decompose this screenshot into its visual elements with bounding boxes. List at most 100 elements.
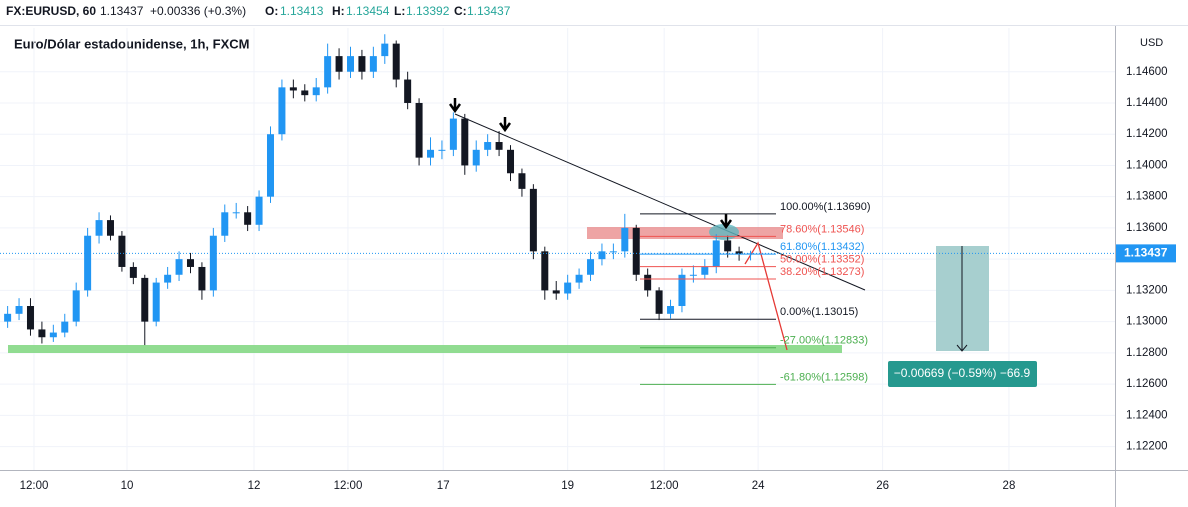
x-tick-label: 12:00	[650, 480, 679, 492]
last: 1.13437	[100, 4, 144, 18]
candle-body	[644, 274, 652, 291]
candle-body	[507, 149, 515, 174]
y-tick-label: 1.13800	[1126, 191, 1168, 203]
candle-body	[335, 56, 343, 72]
candle-body	[186, 259, 194, 267]
fib-label: 78.60%(1.13546)	[780, 223, 864, 235]
fib-label: 100.00%(1.13690)	[780, 201, 871, 213]
candle-body	[289, 87, 297, 91]
candle-body	[461, 118, 469, 166]
candle-body	[438, 149, 446, 151]
x-tick-label: 28	[1003, 480, 1016, 492]
y-tick-label: 1.14000	[1126, 159, 1168, 171]
y-tick-label: 1.12800	[1126, 347, 1168, 359]
candle-body	[621, 227, 629, 252]
candle-body	[689, 274, 697, 276]
support-zone	[8, 345, 842, 353]
h-value: 1.13454	[346, 4, 390, 18]
candle-body	[472, 149, 480, 166]
candle-body	[301, 90, 309, 96]
y-tick-label: 1.14600	[1126, 66, 1168, 78]
candle-body	[244, 212, 252, 225]
candle-body	[15, 306, 23, 314]
x-tick-label: 24	[752, 480, 765, 492]
candle-body	[358, 56, 366, 72]
h-label: H:	[332, 4, 345, 18]
l-value: 1.13392	[406, 4, 450, 18]
candle-body	[392, 43, 400, 80]
candle-body	[4, 313, 12, 322]
measure-label: −0.00669 (−0.59%) −66.9	[894, 366, 1031, 380]
candle-body	[415, 102, 423, 158]
candle-body	[38, 329, 46, 338]
y-tick-label: 1.14200	[1126, 128, 1168, 140]
candle-body	[552, 290, 560, 294]
y-tick-label: 1.12400	[1126, 409, 1168, 421]
candle-body	[221, 212, 229, 236]
projection	[744, 241, 788, 351]
candle-body	[587, 259, 595, 275]
y-tick-label: 1.12200	[1126, 441, 1168, 453]
symbol: FX:EURUSD, 60	[6, 4, 96, 18]
candle-body	[312, 87, 320, 96]
candle-body	[129, 266, 137, 278]
y-tick-label: 1.13000	[1126, 316, 1168, 328]
fib-label: 38.20%(1.13273)	[780, 266, 864, 278]
candle-body	[518, 173, 526, 189]
candle-body	[701, 266, 709, 275]
resistance-zone	[587, 227, 783, 239]
candle-body	[266, 134, 274, 197]
fib-label: 50.00%(1.13352)	[780, 254, 864, 266]
candle-body	[95, 220, 103, 236]
fib-label: -27.00%(1.12833)	[780, 335, 868, 347]
trendline	[454, 113, 866, 291]
candle-body	[278, 87, 286, 135]
candle-body	[61, 321, 69, 333]
y-tick-label: 1.12600	[1126, 378, 1168, 390]
candle-body	[667, 306, 675, 314]
x-tick-label: 12:00	[20, 480, 49, 492]
candle-body	[735, 251, 743, 255]
candle-body	[529, 188, 537, 252]
y-tick-label: 1.13200	[1126, 284, 1168, 296]
candle-body	[209, 235, 217, 291]
candle-body	[347, 56, 355, 72]
chart-title: Euro/Dólar estadounidense, 1h, FXCM	[14, 36, 249, 51]
candle-body	[369, 56, 377, 72]
candle-body	[232, 212, 240, 214]
candle-body	[541, 251, 549, 291]
candle-body	[72, 290, 80, 322]
o-value: 1.13413	[280, 4, 324, 18]
candle-body	[404, 79, 412, 103]
candle-body	[198, 266, 206, 291]
arrow	[448, 98, 733, 230]
candle-body	[495, 142, 503, 150]
fib-label: 61.80%(1.13432)	[780, 241, 864, 253]
change: +0.00336 (+0.3%)	[150, 4, 246, 18]
candle-body	[49, 332, 57, 338]
fib-label: 0.00%(1.13015)	[780, 306, 858, 318]
candle-body	[598, 251, 606, 260]
c-value: 1.13437	[467, 4, 511, 18]
x-tick-label: 19	[561, 480, 574, 492]
candle-body	[141, 277, 149, 322]
candle-body	[106, 220, 114, 236]
last-price-label: 1.13437	[1124, 246, 1168, 260]
candle-body	[655, 290, 663, 314]
candle-body	[632, 227, 640, 275]
candle-body	[678, 274, 686, 307]
candle-body	[575, 274, 583, 283]
candle-body	[175, 259, 183, 275]
x-tick-label: 26	[876, 480, 889, 492]
candle-body	[724, 240, 732, 252]
candle-body	[152, 282, 160, 322]
candle-body	[381, 43, 389, 57]
l-label: L:	[394, 4, 405, 18]
candle-body	[164, 274, 172, 283]
candle-body	[324, 56, 332, 88]
y-tick-label: 1.14400	[1126, 97, 1168, 109]
candle-body	[564, 282, 572, 294]
c-label: C:	[454, 4, 467, 18]
measure-label-box	[888, 361, 1037, 387]
